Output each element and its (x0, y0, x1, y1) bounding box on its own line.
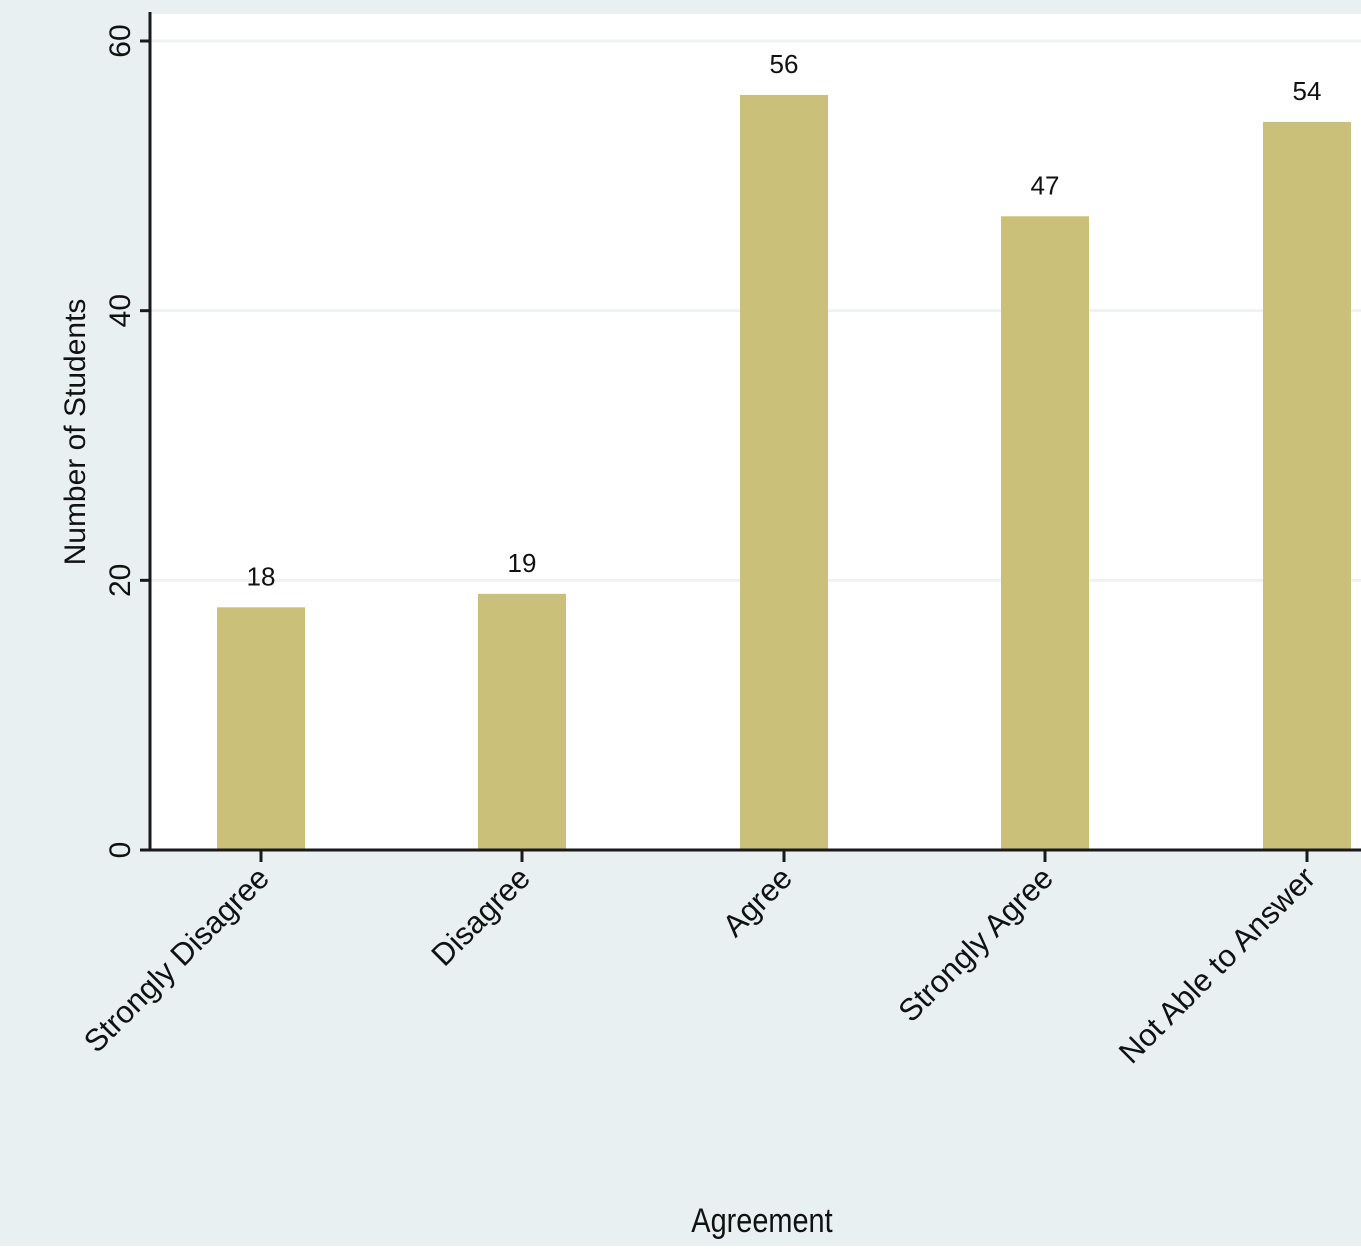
data-label: 19 (508, 548, 537, 578)
y-tick-label: 40 (104, 294, 137, 327)
bar (1001, 216, 1089, 851)
y-axis-title: Number of Students (59, 299, 92, 566)
x-axis-title: Agreement (691, 1201, 833, 1240)
data-label: 56 (770, 49, 799, 79)
y-tick-label: 60 (104, 24, 137, 57)
bar (478, 593, 566, 850)
y-tick-label: 0 (104, 842, 137, 859)
bar (217, 607, 305, 850)
axes (140, 12, 1361, 862)
y-tick-label: 20 (104, 564, 137, 597)
data-label: 54 (1293, 76, 1322, 106)
data-label: 18 (247, 561, 276, 591)
bar (740, 94, 828, 850)
bars (217, 94, 1351, 851)
data-label: 47 (1031, 170, 1060, 200)
bar (1263, 121, 1351, 850)
